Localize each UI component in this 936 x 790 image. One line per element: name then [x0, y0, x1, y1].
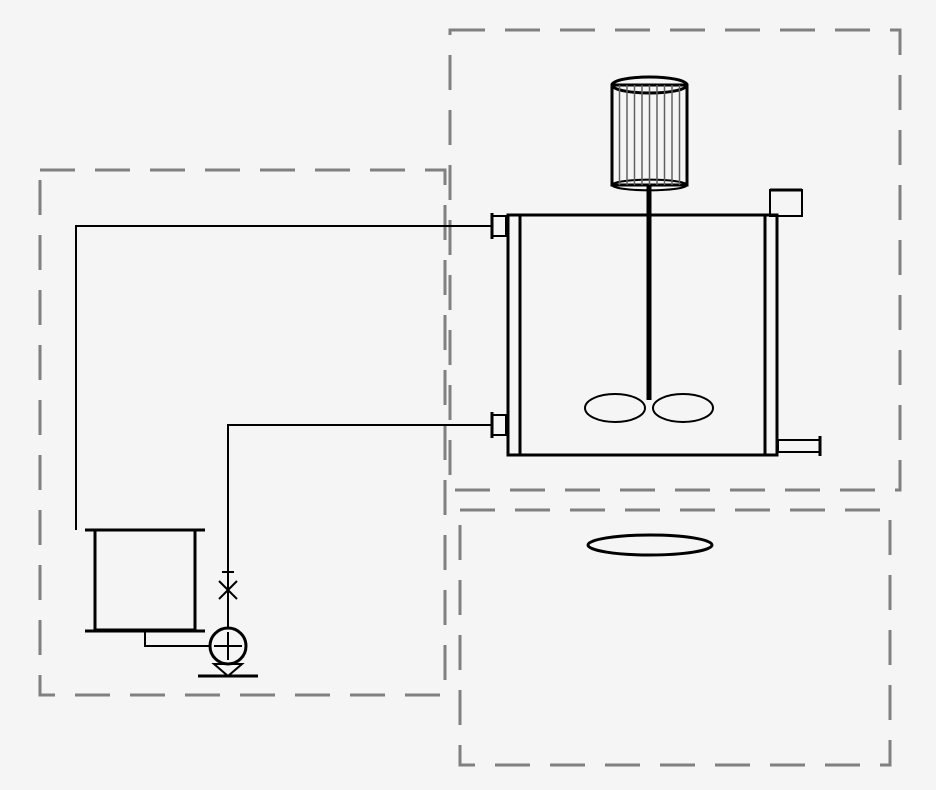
pump-stand [214, 664, 242, 676]
group-box2-outline [40, 170, 445, 695]
tank-2-1 [95, 530, 195, 630]
group-box3-outline [460, 510, 890, 765]
vessel-1-1 [520, 215, 765, 455]
port-1-4 [778, 440, 820, 452]
port-1-3 [770, 190, 802, 216]
impeller-blade-right [653, 394, 713, 422]
jacket-1-7 [508, 215, 777, 455]
port-1-5 [492, 216, 506, 236]
pipe-return-from-1-5 [76, 226, 492, 525]
top-plate-3-1 [588, 535, 712, 555]
port-1-6 [492, 415, 506, 435]
pipe-to-port-1-6 [228, 425, 492, 565]
impeller-blade-left [585, 394, 645, 422]
